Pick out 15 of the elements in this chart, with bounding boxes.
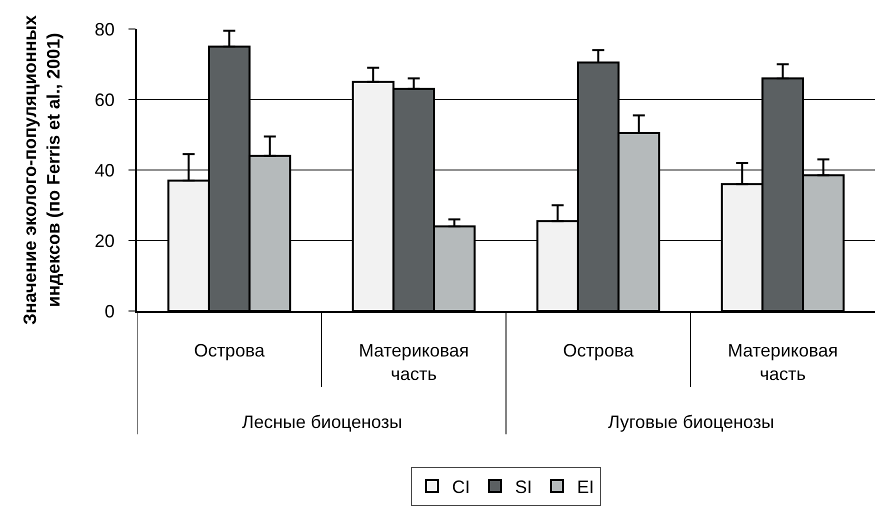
legend-label: SI: [515, 477, 532, 498]
x-tick-label: Острова: [194, 340, 266, 361]
y-tick-label: 20: [94, 230, 115, 251]
text: Луговые биоценозы: [608, 412, 774, 432]
y-tick-label: 80: [94, 19, 115, 40]
y-tick-label: 40: [94, 160, 115, 180]
legend-label: CI: [452, 477, 470, 498]
y-tick-label: 60: [94, 90, 115, 110]
y-tick-label: 0: [104, 301, 115, 322]
x-tick-label: Острова: [562, 340, 635, 361]
text: Лесные биоценозы: [242, 412, 402, 432]
x-tick-label: Материковая часть: [728, 340, 838, 384]
y-axis-title: Значение эколого-популяционных индексов (по Ferris et al., 2001): [20, 15, 64, 325]
legend-label: EI: [577, 477, 594, 498]
x-tick-label: Материковая часть: [358, 340, 469, 384]
